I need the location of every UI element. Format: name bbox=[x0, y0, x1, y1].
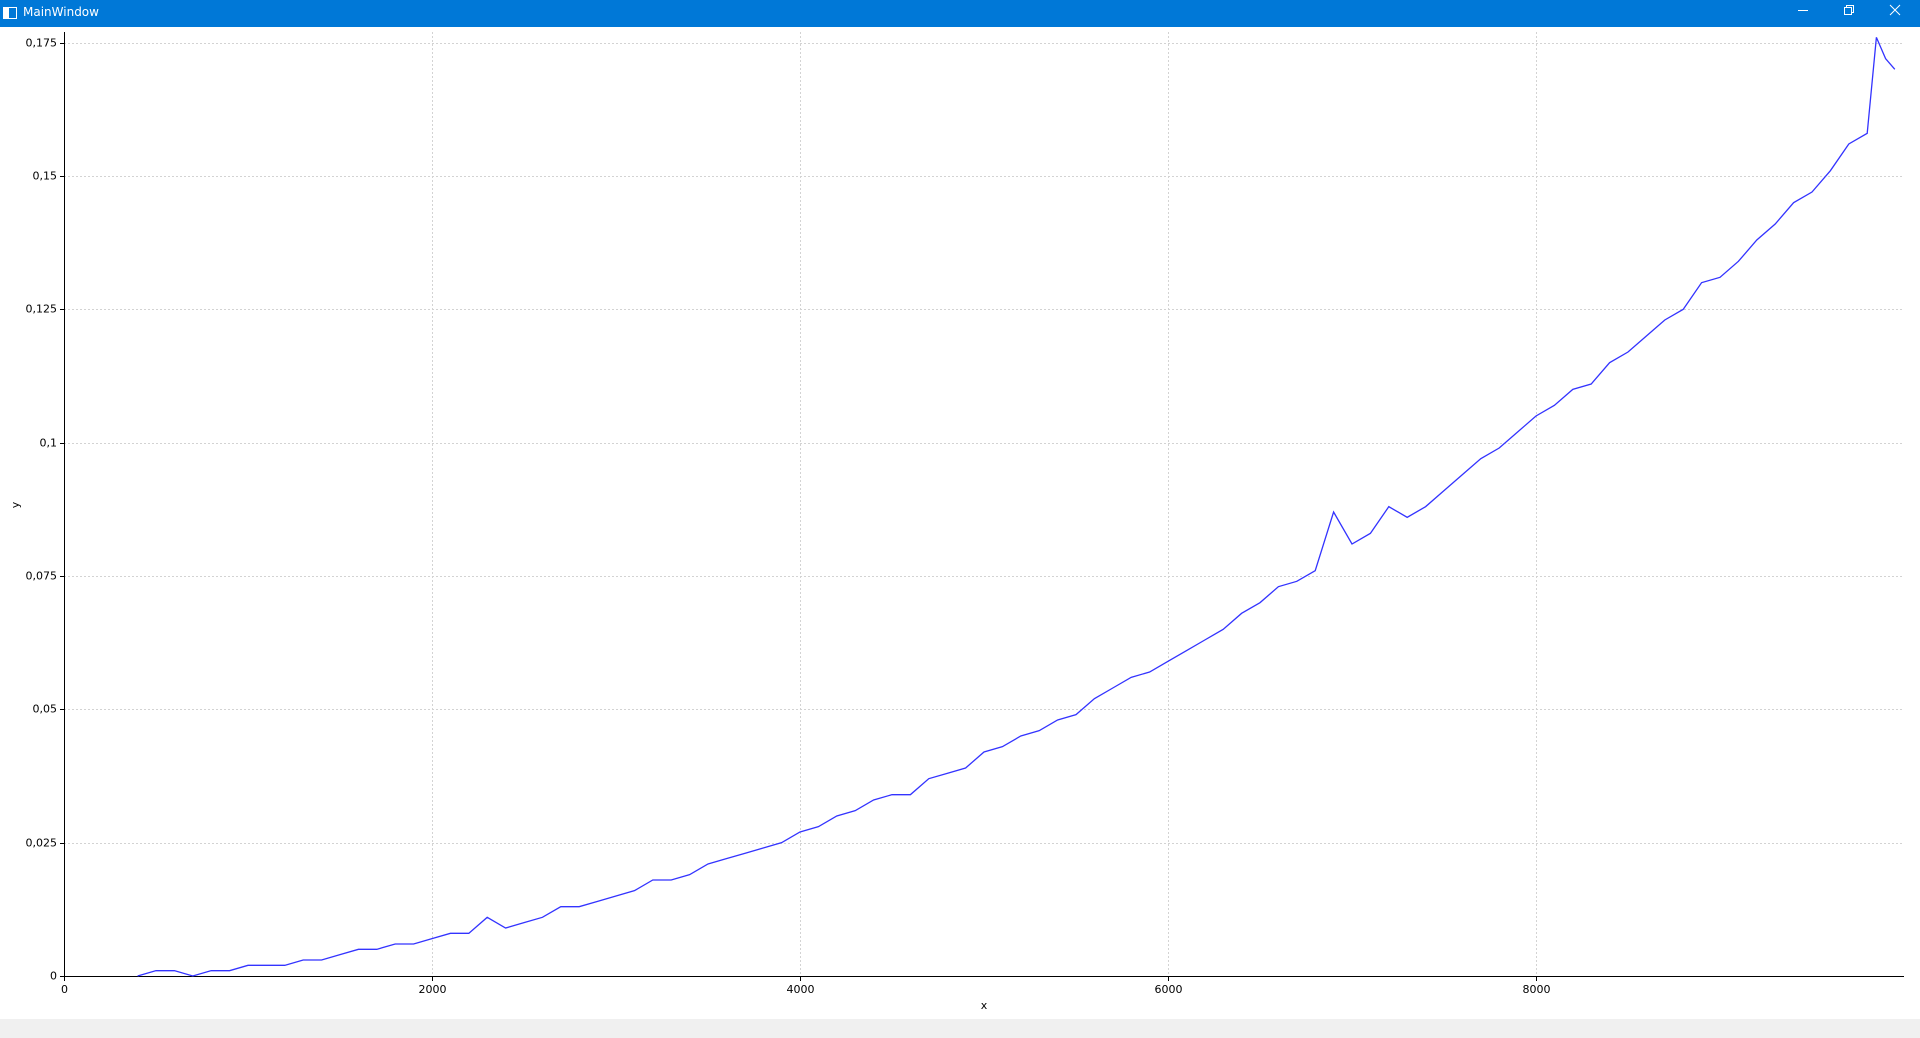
minimize-button[interactable] bbox=[1780, 0, 1826, 27]
x-tick-label: 4000 bbox=[787, 983, 815, 996]
x-tick-label: 2000 bbox=[419, 983, 447, 996]
data-line bbox=[137, 37, 1896, 977]
x-tick-label: 0 bbox=[61, 983, 68, 996]
window-controls bbox=[1780, 0, 1918, 27]
chart: y x 0 0,025 0,05 0,075 0,1 0,125 0,15 0,175 0 200… bbox=[9, 32, 1904, 1012]
y-tick-label: 0,075 bbox=[26, 570, 58, 583]
status-area bbox=[0, 1019, 1920, 1038]
y-tick-label: 0,15 bbox=[33, 170, 58, 183]
app-icon bbox=[3, 7, 17, 19]
y-tick-label: 0 bbox=[50, 970, 57, 983]
close-button[interactable] bbox=[1872, 0, 1918, 27]
y-axis-label: y bbox=[9, 501, 22, 508]
restore-button[interactable] bbox=[1826, 0, 1872, 27]
y-tick-label: 0,025 bbox=[26, 837, 58, 850]
y-tick-label: 0,175 bbox=[26, 37, 58, 50]
x-tick-label: 8000 bbox=[1523, 983, 1551, 996]
y-tick-label: 0,125 bbox=[26, 303, 58, 316]
x-axis-label: x bbox=[981, 999, 988, 1012]
window-title: MainWindow bbox=[23, 5, 99, 19]
y-tick-label: 0,1 bbox=[40, 437, 58, 450]
title-bar: MainWindow bbox=[0, 0, 1920, 27]
x-tick-label: 6000 bbox=[1155, 983, 1183, 996]
y-tick-label: 0,05 bbox=[33, 703, 58, 716]
